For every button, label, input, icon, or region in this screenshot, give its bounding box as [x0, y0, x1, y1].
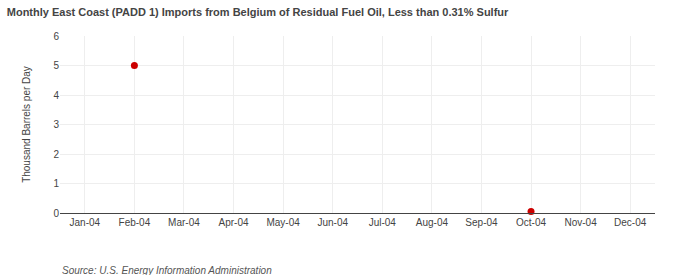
- svg-text:4: 4: [53, 90, 59, 101]
- svg-text:Sep-04: Sep-04: [465, 217, 498, 228]
- svg-text:May-04: May-04: [266, 217, 300, 228]
- svg-text:Monthly East Coast (PADD 1) Im: Monthly East Coast (PADD 1) Imports from…: [7, 6, 509, 18]
- svg-text:Jun-04: Jun-04: [317, 217, 348, 228]
- svg-text:1: 1: [53, 178, 59, 189]
- svg-text:Feb-04: Feb-04: [119, 217, 151, 228]
- svg-text:Mar-04: Mar-04: [168, 217, 200, 228]
- svg-text:Apr-04: Apr-04: [219, 217, 249, 228]
- svg-text:2: 2: [53, 149, 59, 160]
- svg-text:5: 5: [53, 60, 59, 71]
- svg-text:Dec-04: Dec-04: [614, 217, 647, 228]
- svg-text:Jul-04: Jul-04: [369, 217, 397, 228]
- svg-text:Aug-04: Aug-04: [416, 217, 449, 228]
- svg-text:6: 6: [53, 31, 59, 42]
- svg-text:3: 3: [53, 119, 59, 130]
- svg-text:Oct-04: Oct-04: [516, 217, 546, 228]
- svg-text:Source: U.S. Energy Informatio: Source: U.S. Energy Information Administ…: [62, 265, 272, 275]
- svg-text:Nov-04: Nov-04: [565, 217, 598, 228]
- svg-text:Thousand Barrels per Day: Thousand Barrels per Day: [21, 66, 32, 183]
- svg-text:Jan-04: Jan-04: [70, 217, 101, 228]
- svg-text:0: 0: [53, 208, 59, 219]
